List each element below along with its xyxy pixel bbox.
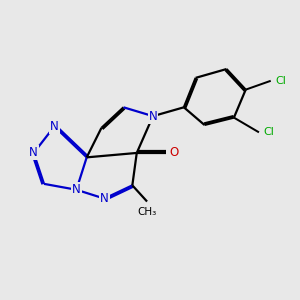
Text: N: N [148,110,157,123]
Text: N: N [72,183,81,196]
Text: N: N [100,192,109,205]
Text: CH₃: CH₃ [137,207,157,217]
Text: N: N [29,146,38,159]
Text: O: O [169,146,178,159]
Text: Cl: Cl [264,127,275,137]
Text: Cl: Cl [276,76,286,86]
Text: N: N [50,120,59,133]
